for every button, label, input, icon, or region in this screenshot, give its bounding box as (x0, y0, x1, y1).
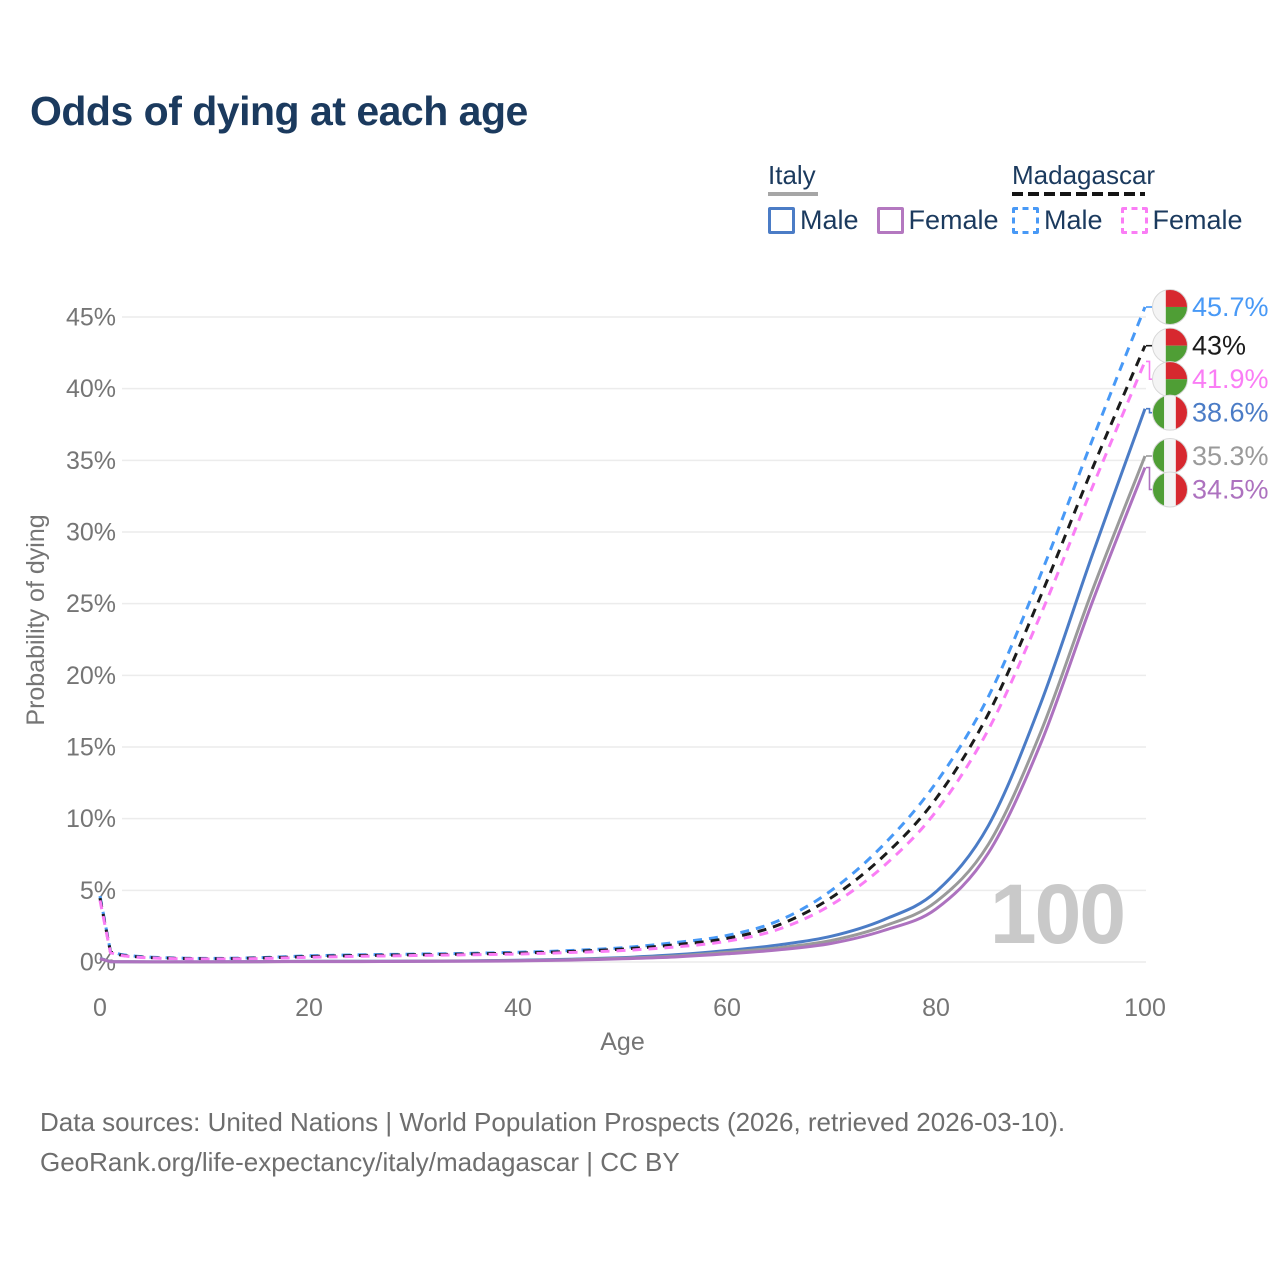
legend-item-label: Female (908, 205, 999, 235)
y-tick-label: 5% (80, 877, 116, 905)
end-label-connector (1146, 360, 1152, 380)
hover-age-watermark: 100 (990, 867, 1124, 961)
legend-item-madagascar-female[interactable]: Female (1120, 205, 1243, 236)
y-tick-label: 20% (66, 662, 116, 690)
series-line-madagascar-all[interactable] (98, 345, 1147, 961)
end-labels: 45.7% 43%41.9% 38.6% 35.3% 34.5% (1146, 288, 1269, 508)
x-tick-label: 40 (504, 994, 532, 1022)
legend-swatch-madagascar-female (1120, 207, 1148, 234)
legend-items-madagascar: Male Female (1012, 205, 1243, 236)
legend-item-italy-female[interactable]: Female (876, 205, 999, 236)
data-sources-text: Data sources: United Nations | World Pop… (40, 1107, 1066, 1137)
end-value-label-madagascar-female[interactable]: 41.9% (1192, 364, 1269, 394)
italy-flag-icon (1152, 395, 1188, 431)
y-axis-title: Probability of dying (22, 514, 50, 725)
x-axis-title: Age (600, 1028, 644, 1056)
legend-item-madagascar-male[interactable]: Male (1012, 205, 1103, 236)
legend-swatch-italy-female (876, 207, 904, 234)
series-line-italy-female[interactable] (99, 466, 1147, 964)
flag-ring (1152, 288, 1188, 325)
y-tick-label: 25% (66, 590, 116, 618)
legend-country-label-madagascar: Madagascar (1012, 160, 1156, 190)
attribution-text: GeoRank.org/life-expectancy/italy/madaga… (40, 1147, 680, 1177)
end-label-connector (1146, 407, 1152, 414)
legend-swatch-italy-male (768, 207, 795, 234)
italy-flag-icon (1152, 438, 1188, 474)
y-tick-label: 15% (66, 734, 116, 762)
series-line-madagascar-male[interactable] (98, 306, 1147, 960)
y-tick-label: 35% (66, 447, 116, 475)
series-line-madagascar-female[interactable] (98, 360, 1147, 961)
end-value-label-madagascar-all[interactable]: 43% (1192, 331, 1246, 361)
y-tick-label: 10% (66, 805, 116, 833)
legend-country-underline-italy (768, 192, 818, 196)
legend-item-label: Female (1152, 205, 1243, 235)
legend-country-label-italy: Italy (768, 160, 816, 190)
flag-ring (1152, 394, 1188, 431)
series-lines (98, 306, 1147, 964)
italy-flag-icon (1152, 472, 1188, 508)
end-value-label-madagascar-male[interactable]: 45.7% (1192, 292, 1269, 322)
gridlines (122, 316, 1146, 963)
y-tick-label: 30% (66, 519, 116, 547)
flag-ring (1152, 471, 1188, 508)
y-tick-label: 45% (66, 304, 116, 332)
x-axis-tick-labels: 0 20 40 60 80 100 (93, 994, 1166, 1022)
y-tick-label: 40% (66, 375, 116, 403)
end-label-connector (1146, 466, 1152, 491)
page-title: Odds of dying at each age (30, 88, 528, 134)
legend-group-madagascar: Madagascar Male Female (1012, 160, 1243, 236)
legend-item-label: Male (800, 205, 859, 235)
end-value-label-italy-all[interactable]: 35.3% (1192, 441, 1269, 471)
legend: Italy Male Female Madagascar Male Female (0, 0, 1280, 250)
end-value-label-italy-male[interactable]: 38.6% (1192, 398, 1269, 428)
footer: Data sources: United Nations | World Pop… (40, 1102, 1065, 1182)
end-value-label-italy-female[interactable]: 34.5% (1192, 475, 1269, 505)
series-line-italy-male[interactable] (99, 408, 1147, 964)
legend-item-label: Male (1044, 205, 1103, 235)
legend-group-italy: Italy Male Female (768, 160, 999, 236)
legend-swatch-madagascar-male (1012, 207, 1039, 234)
legend-item-italy-male[interactable]: Male (768, 205, 859, 236)
y-axis-tick-labels: 0%5%10%15%20%25%30%35%40%45% (66, 304, 116, 977)
x-tick-label: 80 (922, 994, 950, 1022)
x-tick-label: 60 (713, 994, 741, 1022)
x-tick-label: 20 (295, 994, 323, 1022)
x-tick-label: 0 (93, 994, 107, 1022)
x-tick-label: 100 (1124, 994, 1166, 1022)
legend-items-italy: Male Female (768, 205, 999, 236)
legend-country-underline-madagascar (1012, 192, 1145, 196)
